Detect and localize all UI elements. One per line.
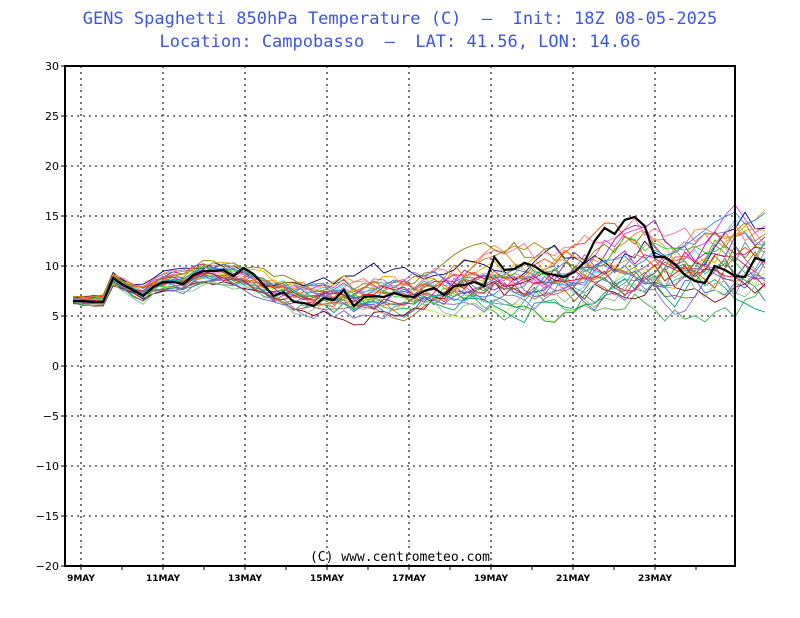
y-tick-label: −5 [43, 410, 59, 423]
y-tick-label: 25 [45, 110, 59, 123]
ensemble-member-line [72, 217, 766, 300]
x-tick-label: 17MAY [392, 574, 427, 584]
y-tick-label: −15 [36, 510, 59, 523]
y-tick-label: 0 [52, 360, 59, 373]
y-tick-label: −20 [36, 560, 59, 573]
control-run-line [73, 215, 766, 308]
y-tick-label: 20 [45, 160, 59, 173]
x-tick-label: 15MAY [310, 574, 345, 584]
y-tick-label: 5 [52, 310, 59, 323]
ensemble-member-line [72, 241, 766, 301]
ensemble-member-line [72, 262, 766, 317]
x-tick-label: 23MAY [638, 574, 673, 584]
chart-title: GENS Spaghetti 850hPa Temperature (C) – … [82, 9, 718, 29]
y-tick-label: 10 [45, 260, 59, 273]
x-tick-label: 21MAY [556, 574, 591, 584]
y-tick-label: 30 [45, 60, 59, 73]
y-tick-label: −10 [36, 460, 59, 473]
y-tick-label: 15 [45, 210, 59, 223]
x-tick-label: 11MAY [146, 574, 181, 584]
x-tick-label: 19MAY [474, 574, 509, 584]
ensemble-member-line [72, 269, 766, 317]
copyright-text: (C) www.centrometeo.com [310, 550, 490, 565]
x-tick-label: 13MAY [228, 574, 263, 584]
x-tick-label: 9MAY [67, 574, 95, 584]
ensemble-member-line [72, 236, 766, 304]
chart-subtitle: Location: Campobasso – LAT: 41.56, LON: … [159, 32, 641, 52]
ensemble-member-line [72, 261, 766, 323]
ensemble-member-line [73, 277, 766, 323]
